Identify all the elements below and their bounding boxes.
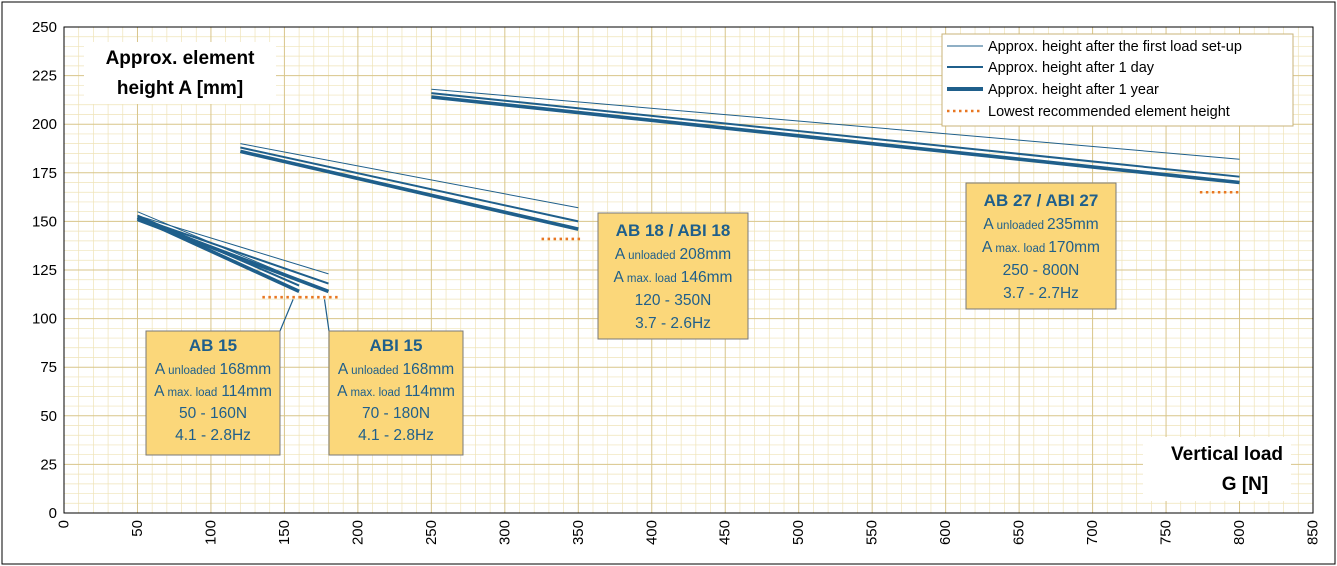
x-tick-label: 0 xyxy=(56,520,73,528)
legend-label-day: Approx. height after 1 day xyxy=(988,60,1155,76)
x-tick-label: 500 xyxy=(790,520,807,545)
x-axis-title-line-2: G [N] xyxy=(1222,474,1268,495)
series-line-day xyxy=(137,216,329,285)
x-tick-label: 650 xyxy=(1011,520,1028,545)
box-load-range: 70 - 180N xyxy=(362,405,430,422)
box-frequency: 4.1 - 2.8Hz xyxy=(358,427,434,444)
box-frequency: 3.7 - 2.7Hz xyxy=(1003,285,1079,302)
box-title: AB 27 / ABI 27 xyxy=(984,191,1099,210)
x-tick-label: 750 xyxy=(1158,520,1175,545)
legend-label-year: Approx. height after 1 year xyxy=(988,82,1159,98)
legend-label-first: Approx. height after the first load set-… xyxy=(988,39,1242,55)
series-line-first xyxy=(240,143,579,209)
x-tick-label: 600 xyxy=(937,520,954,545)
x-tick-label: 850 xyxy=(1305,520,1322,545)
x-tick-label: 150 xyxy=(276,520,293,545)
y-tick-label: 125 xyxy=(32,262,57,279)
y-tick-label: 225 xyxy=(32,68,57,85)
box-frequency: 3.7 - 2.6Hz xyxy=(635,315,711,332)
legend: Approx. height after the first load set-… xyxy=(941,33,1294,127)
y-tick-label: 150 xyxy=(32,213,57,230)
series-line-first xyxy=(431,88,1240,160)
box-load-range: 50 - 160N xyxy=(179,405,247,422)
box-title: AB 18 / ABI 18 xyxy=(616,221,731,240)
box-title: AB 15 xyxy=(189,336,237,355)
x-axis-title-box: Vertical load G [N] xyxy=(1143,437,1291,501)
box-pointers xyxy=(279,299,330,332)
x-tick-label: 350 xyxy=(570,520,587,545)
x-tick-label: 250 xyxy=(423,520,440,545)
x-tick-label: 700 xyxy=(1084,520,1101,545)
y-axis-title-line-2: height A [mm] xyxy=(117,78,243,99)
box-frequency: 4.1 - 2.8Hz xyxy=(175,427,251,444)
y-tick-label: 200 xyxy=(32,116,57,133)
series-line-day xyxy=(240,146,579,223)
y-tick-label: 75 xyxy=(40,359,57,376)
x-axis-title-line-1: Vertical load xyxy=(1171,444,1283,465)
y-tick-label: 175 xyxy=(32,165,57,182)
x-tick-label: 300 xyxy=(496,520,513,545)
y-tick-label: 250 xyxy=(32,19,57,36)
series-line-first xyxy=(137,215,329,275)
series-line-year xyxy=(136,217,330,294)
box-title: ABI 15 xyxy=(370,336,423,355)
x-tick-label: 50 xyxy=(129,520,146,537)
y-tick-label: 0 xyxy=(49,505,57,522)
pointer-ab15 xyxy=(279,299,294,332)
box-load-range: 250 - 800N xyxy=(1003,262,1080,279)
pointer-abi15 xyxy=(323,299,330,332)
x-tick-label: 550 xyxy=(864,520,881,545)
x-tick-label: 800 xyxy=(1231,520,1248,545)
y-axis-title-line-1: Approx. element xyxy=(106,48,256,69)
y-tick-label: 25 xyxy=(40,456,57,473)
x-tick-label: 100 xyxy=(202,520,219,545)
x-tick-label: 450 xyxy=(717,520,734,545)
series-line-day xyxy=(431,92,1240,178)
series-lines xyxy=(136,88,1240,299)
box-load-range: 120 - 350N xyxy=(635,292,712,309)
series-line-year xyxy=(239,149,579,231)
series-line-year xyxy=(431,95,1240,185)
x-tick-label: 400 xyxy=(643,520,660,545)
y-tick-label: 100 xyxy=(32,311,57,328)
y-axis-title-box: Approx. element height A [mm] xyxy=(84,42,276,104)
axis-ticks: 0 25 50 75 100 125 150 175 200 225 250 0 50 100 150 200… xyxy=(32,19,1322,545)
x-tick-label: 200 xyxy=(349,520,366,545)
y-tick-label: 50 xyxy=(40,408,57,425)
plot-area xyxy=(63,26,1314,514)
legend-label-lowest: Lowest recommended element height xyxy=(988,104,1230,120)
